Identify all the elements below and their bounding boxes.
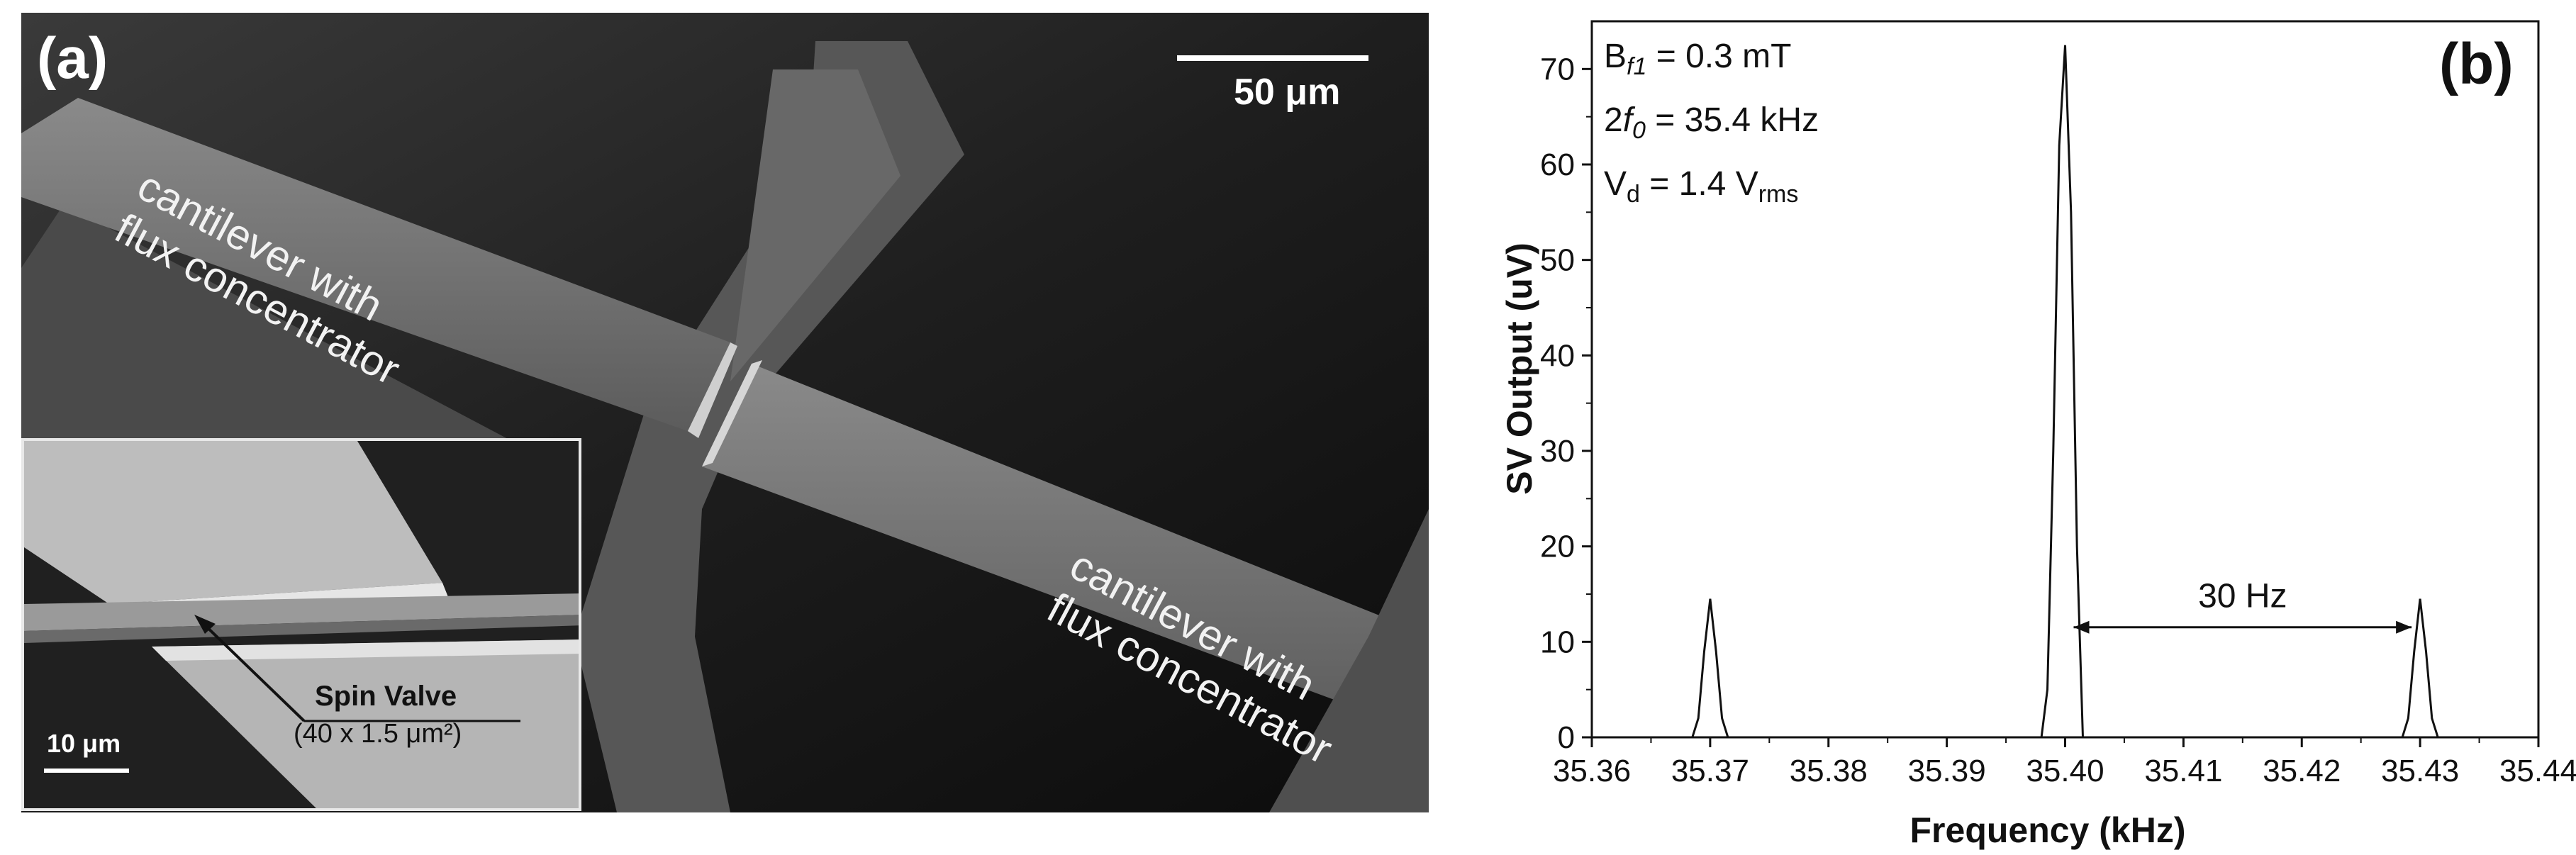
annotation-bf1: Bf1 = 0.3 mT	[1604, 38, 1791, 80]
y-tick-label: 0	[1558, 720, 1575, 755]
series-line	[1592, 45, 2538, 739]
sem-image-panel: (a) 50 μm cantilever with flux concentra…	[21, 13, 1429, 812]
measurement-annotations: Bf1 = 0.3 mT 2f0 = 35.4 kHz Vd = 1.4 Vrm…	[1604, 38, 1819, 208]
annotation-2f0: 2f0 = 35.4 kHz	[1604, 101, 1819, 144]
x-tick-label: 35.37	[1671, 754, 1749, 788]
y-tick-label: 30	[1540, 434, 1575, 469]
y-tick-label: 10	[1540, 625, 1575, 659]
x-ticks: 35.36 35.37 35.38 35.39 35.40 35.41 35.42 35.43…	[1553, 737, 2576, 788]
y-tick-label: 70	[1540, 52, 1575, 86]
scalebar-main-label: 50 μm	[1234, 72, 1341, 113]
spacing-arrow-head-right	[2396, 620, 2412, 634]
scalebar-inset-line	[44, 769, 129, 773]
y-tick-label: 20	[1540, 530, 1575, 564]
spacing-arrow-head-left	[2073, 620, 2090, 634]
spin-valve-label: Spin Valve	[315, 681, 457, 712]
scalebar-main-line	[1177, 55, 1368, 61]
x-tick-label: 35.42	[2263, 754, 2341, 788]
x-axis-title: Frequency (kHz)	[1910, 810, 2186, 850]
spin-valve-size: (40 x 1.5 μm²)	[294, 719, 462, 749]
spacing-arrow	[2073, 620, 2412, 634]
x-tick-label: 35.39	[1908, 754, 1986, 788]
x-tick-label: 35.41	[2144, 754, 2222, 788]
panel-b-label: (b)	[2439, 32, 2514, 96]
x-tick-label: 35.43	[2381, 754, 2459, 788]
x-tick-label: 35.38	[1790, 754, 1868, 788]
spin-valve-pointer	[200, 620, 306, 722]
sem-inset: Spin Valve (40 x 1.5 μm²) 10 μm	[21, 438, 581, 811]
x-tick-label: 35.40	[2026, 754, 2104, 788]
x-tick-label: 35.36	[1553, 754, 1631, 788]
inset-image	[24, 441, 579, 808]
y-tick-label: 50	[1540, 243, 1575, 278]
spectrum-chart: 35.36 35.37 35.38 35.39 35.40 35.41 35.42 35.43…	[1500, 20, 2576, 850]
y-tick-label: 40	[1540, 338, 1575, 373]
spacing-label: 30 Hz	[2198, 578, 2287, 615]
y-ticks: 0 10 20 30 40 50 60 70	[1540, 52, 1592, 755]
annotation-vd: Vd = 1.4 Vrms	[1604, 165, 1798, 208]
y-tick-label: 60	[1540, 147, 1575, 182]
scalebar-inset-label: 10 μm	[47, 729, 121, 758]
panel-a-label: (a)	[37, 26, 108, 91]
y-axis-title: SV Output (uV)	[1500, 242, 1539, 495]
x-tick-label: 35.44	[2499, 754, 2576, 788]
spectrum-chart-panel: 35.36 35.37 35.38 35.39 35.40 35.41 35.42 35.43…	[1446, 0, 2576, 855]
